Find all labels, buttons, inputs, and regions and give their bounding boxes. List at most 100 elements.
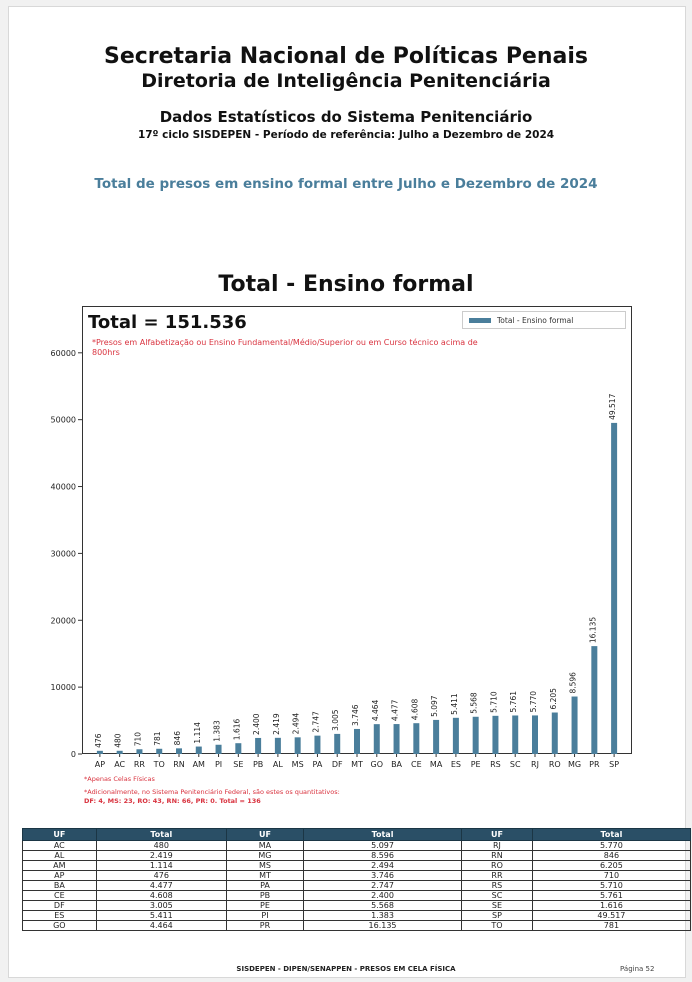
table-row: AM 1.114 MS 2.494 RO 6.205: [22, 860, 692, 871]
bar-value-label: 5.710: [489, 691, 498, 713]
bar: [571, 696, 578, 754]
table-cell: RR: [461, 870, 533, 881]
x-tick-label: AP: [95, 760, 105, 769]
table-row: AC 480 MA 5.097 RJ 5.770: [22, 840, 692, 851]
table-row: CE 4.608 PB 2.400 SC 5.761: [22, 890, 692, 901]
col-uf-2: UF: [226, 828, 304, 841]
bar-value-label: 5.411: [450, 693, 459, 715]
bar-value-label: 4.477: [391, 699, 400, 721]
footnote-2: *Adicionalmente, no Sistema Penitenciári…: [84, 788, 340, 796]
bar-value-label: 6.205: [549, 688, 558, 710]
table-cell: 5.770: [531, 840, 692, 851]
uf-table: UF Total UF Total UF Total AC 480 MA 5.097 R…: [22, 828, 692, 931]
table-cell: 5.568: [302, 900, 463, 911]
bar-value-label: 476: [94, 733, 103, 748]
y-tick-label: 10000: [51, 683, 76, 692]
col-total-3: Total: [531, 828, 692, 841]
bar: [551, 712, 558, 754]
bar: [314, 735, 321, 754]
bar: [472, 716, 479, 754]
footer-text: SISDEPEN - DIPEN/SENAPPEN - PRESOS EM CE…: [236, 965, 456, 973]
header-ciclo: 17º ciclo SISDEPEN - Período de referênc…: [137, 129, 555, 141]
table-cell: 5.761: [531, 890, 692, 901]
table-cell: AL: [22, 850, 97, 861]
table-cell: PI: [226, 910, 304, 921]
table-cell: 1.383: [302, 910, 463, 921]
bar-value-label: 5.761: [509, 691, 518, 713]
x-tick-label: SC: [510, 760, 521, 769]
table-header-row: UF Total UF Total UF Total: [22, 828, 692, 841]
bar: [274, 737, 281, 754]
x-tick-label: CE: [411, 760, 422, 769]
x-tick-label: ES: [451, 760, 461, 769]
table-cell: 16.135: [302, 920, 463, 931]
table-cell: 3.746: [302, 870, 463, 881]
y-tick-label: 50000: [51, 416, 76, 425]
legend-swatch: [469, 317, 491, 323]
table-cell: RJ: [461, 840, 533, 851]
bar-value-label: 2.400: [252, 713, 261, 735]
bar: [373, 724, 380, 754]
table-row: AL 2.419 MG 8.596 RN 846: [22, 850, 692, 861]
page-number: Página 52: [620, 965, 655, 973]
bar-value-label: 2.419: [272, 713, 281, 735]
table-cell: 781: [531, 920, 692, 931]
table-cell: 5.710: [531, 880, 692, 891]
x-tick-label: AL: [273, 760, 283, 769]
bar: [255, 737, 262, 754]
bar-value-label: 3.746: [351, 704, 360, 726]
table-cell: GO: [22, 920, 97, 931]
table-cell: SP: [461, 910, 533, 921]
table-cell: BA: [22, 880, 97, 891]
table-cell: MS: [226, 860, 304, 871]
table-cell: MA: [226, 840, 304, 851]
x-tick-label: TO: [153, 760, 165, 769]
bar: [492, 715, 499, 754]
x-tick-label: PA: [313, 760, 323, 769]
table-cell: ES: [22, 910, 97, 921]
bar-value-label: 3.005: [331, 709, 340, 731]
table-row: DF 3.005 PE 5.568 SE 1.616: [22, 900, 692, 911]
table-cell: TO: [461, 920, 533, 931]
bar: [393, 724, 400, 754]
bar: [156, 748, 163, 754]
x-tick-label: DF: [332, 760, 343, 769]
legend-label: Total - Ensino formal: [497, 315, 574, 325]
table-cell: PA: [226, 880, 304, 891]
footnote-1: *Apenas Celas Físicas: [84, 775, 155, 783]
bar: [433, 719, 440, 754]
bar-value-label: 1.383: [213, 720, 222, 742]
table-cell: RN: [461, 850, 533, 861]
bar: [96, 750, 103, 754]
table-cell: PB: [226, 890, 304, 901]
table-cell: SE: [461, 900, 533, 911]
table-row: AP 476 MT 3.746 RR 710: [22, 870, 692, 881]
table-cell: AM: [22, 860, 97, 871]
table-cell: 1.114: [95, 860, 228, 871]
header-dados: Dados Estatísticos do Sistema Penitenciá…: [159, 108, 533, 126]
section-title: Total de presos em ensino formal entre J…: [94, 176, 598, 192]
x-tick-label: SP: [609, 760, 619, 769]
bar-value-label: 5.568: [470, 692, 479, 714]
table-cell: 5.411: [95, 910, 228, 921]
bar: [176, 748, 182, 754]
col-total-1: Total: [95, 828, 228, 841]
bar-value-label: 1.616: [232, 718, 241, 740]
table-cell: 2.747: [302, 880, 463, 891]
bar: [195, 746, 202, 754]
table-cell: 2.419: [95, 850, 228, 861]
chart-note: *Presos em Alfabetização ou Ensino Funda…: [92, 338, 478, 357]
table-cell: MT: [226, 870, 304, 881]
bar: [611, 422, 618, 754]
bar: [294, 737, 301, 754]
y-tick-label: 20000: [51, 616, 76, 625]
bar-value-label: 1.114: [193, 722, 202, 744]
table-cell: DF: [22, 900, 97, 911]
table-cell: 3.005: [95, 900, 228, 911]
x-tick-label: MT: [351, 760, 363, 769]
x-tick-label: PB: [253, 760, 263, 769]
document-page: [8, 6, 686, 978]
table-cell: AP: [22, 870, 97, 881]
bar-value-label: 49.517: [608, 393, 617, 419]
